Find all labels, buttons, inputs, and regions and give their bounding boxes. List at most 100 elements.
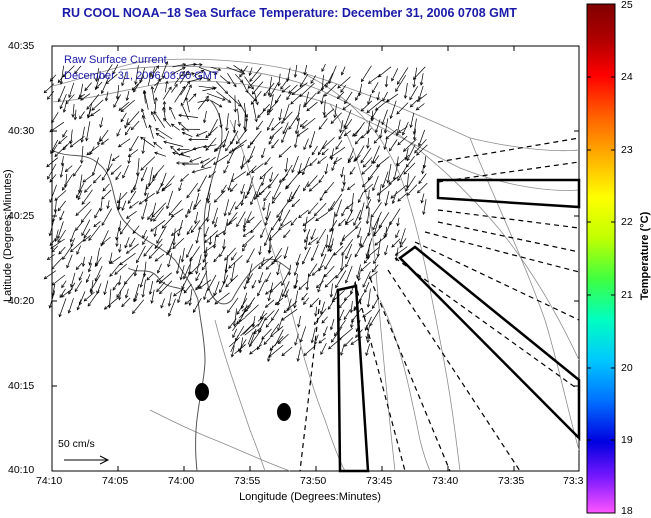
dashed-transect (437, 221, 580, 253)
current-vector-head (94, 263, 98, 267)
current-vector-head (219, 289, 223, 294)
current-vector-head (294, 130, 299, 135)
current-vector (162, 86, 172, 100)
current-vector-head (102, 187, 107, 192)
current-vector (144, 183, 148, 196)
current-vector (214, 190, 226, 203)
current-vector-head (301, 297, 305, 301)
current-vector (134, 292, 139, 302)
current-vector (342, 103, 352, 110)
current-vector-head (70, 243, 74, 247)
current-vector-head (406, 157, 410, 162)
current-vector-head (59, 174, 64, 178)
current-vector (112, 64, 119, 75)
current-vector-head (405, 187, 409, 192)
current-vector (241, 304, 248, 318)
current-vector-head (132, 230, 137, 234)
current-vector (169, 106, 176, 120)
current-vector-head (126, 215, 130, 219)
current-vector (133, 172, 140, 191)
current-vector-head (301, 125, 306, 129)
current-vector (154, 227, 157, 237)
current-vector-head (160, 183, 164, 187)
current-vector (202, 87, 217, 92)
current-vector-head (334, 213, 339, 218)
current-vector-head (295, 261, 299, 266)
current-vector-head (314, 313, 318, 317)
current-vector (263, 190, 271, 201)
current-vector (271, 191, 281, 204)
current-vector (324, 181, 335, 194)
current-vector-head (325, 84, 329, 88)
current-vector (227, 297, 239, 313)
current-vector (97, 136, 101, 145)
current-vector-head (187, 210, 192, 214)
current-vector (281, 308, 298, 321)
current-vector-head (267, 354, 272, 358)
current-vector-head (104, 97, 109, 102)
current-vector-head (335, 146, 339, 150)
current-vector (338, 218, 346, 227)
current-vector-head (303, 228, 307, 233)
current-vector (148, 167, 153, 187)
current-vector-head (327, 244, 331, 249)
current-vector-head (153, 110, 157, 115)
current-vector-head (224, 90, 229, 95)
current-vector (256, 120, 264, 130)
current-vector (371, 82, 379, 93)
current-vector (49, 290, 56, 308)
current-vector-head (258, 279, 262, 284)
current-vector-head (264, 222, 268, 226)
current-vector-head (46, 256, 51, 261)
current-vector (133, 76, 145, 93)
current-vector-head (259, 175, 263, 180)
current-vector (377, 183, 392, 196)
current-vector-head (394, 252, 399, 256)
current-vector (298, 280, 309, 290)
current-vector (153, 207, 164, 222)
current-vector (353, 155, 361, 162)
current-vector-head (59, 81, 64, 85)
current-vector-head (257, 114, 261, 119)
y-tick-label: 40:25 (8, 210, 35, 222)
current-vector (277, 289, 284, 306)
current-vector (413, 118, 417, 135)
current-vector (225, 255, 229, 273)
current-vector-head (211, 220, 216, 225)
current-vector-head (372, 305, 376, 310)
current-vector (120, 219, 131, 235)
current-vector-head (97, 141, 101, 146)
current-vector-head (101, 177, 105, 181)
current-vector-head (232, 129, 237, 134)
current-vector (321, 246, 326, 257)
current-vector (120, 112, 127, 122)
current-vector (264, 310, 275, 321)
current-vector-head (112, 287, 116, 291)
current-vector-head (366, 196, 371, 201)
dashed-transect (369, 277, 451, 472)
current-vector-head (155, 65, 159, 69)
current-vector-head (127, 160, 131, 164)
current-vector (422, 165, 424, 174)
current-vector (215, 81, 228, 94)
current-vector-head (381, 121, 385, 126)
current-vector-head (64, 184, 68, 188)
current-vector-head (320, 100, 324, 105)
current-vector-head (377, 199, 381, 203)
current-vector-head (366, 339, 370, 344)
current-vector (147, 72, 152, 86)
current-vector-head (186, 231, 190, 236)
current-vector (246, 273, 254, 284)
current-vector (311, 244, 319, 261)
current-vector (140, 136, 155, 148)
current-vector-head (202, 145, 207, 149)
current-vector (349, 166, 356, 175)
current-vector (341, 66, 346, 76)
current-vector (153, 111, 165, 128)
current-vector-head (349, 290, 354, 295)
current-vector-head (58, 251, 62, 255)
current-vector-head (185, 70, 189, 75)
current-vector-head (206, 98, 210, 103)
current-vector-head (397, 177, 401, 182)
current-vector (118, 138, 131, 148)
